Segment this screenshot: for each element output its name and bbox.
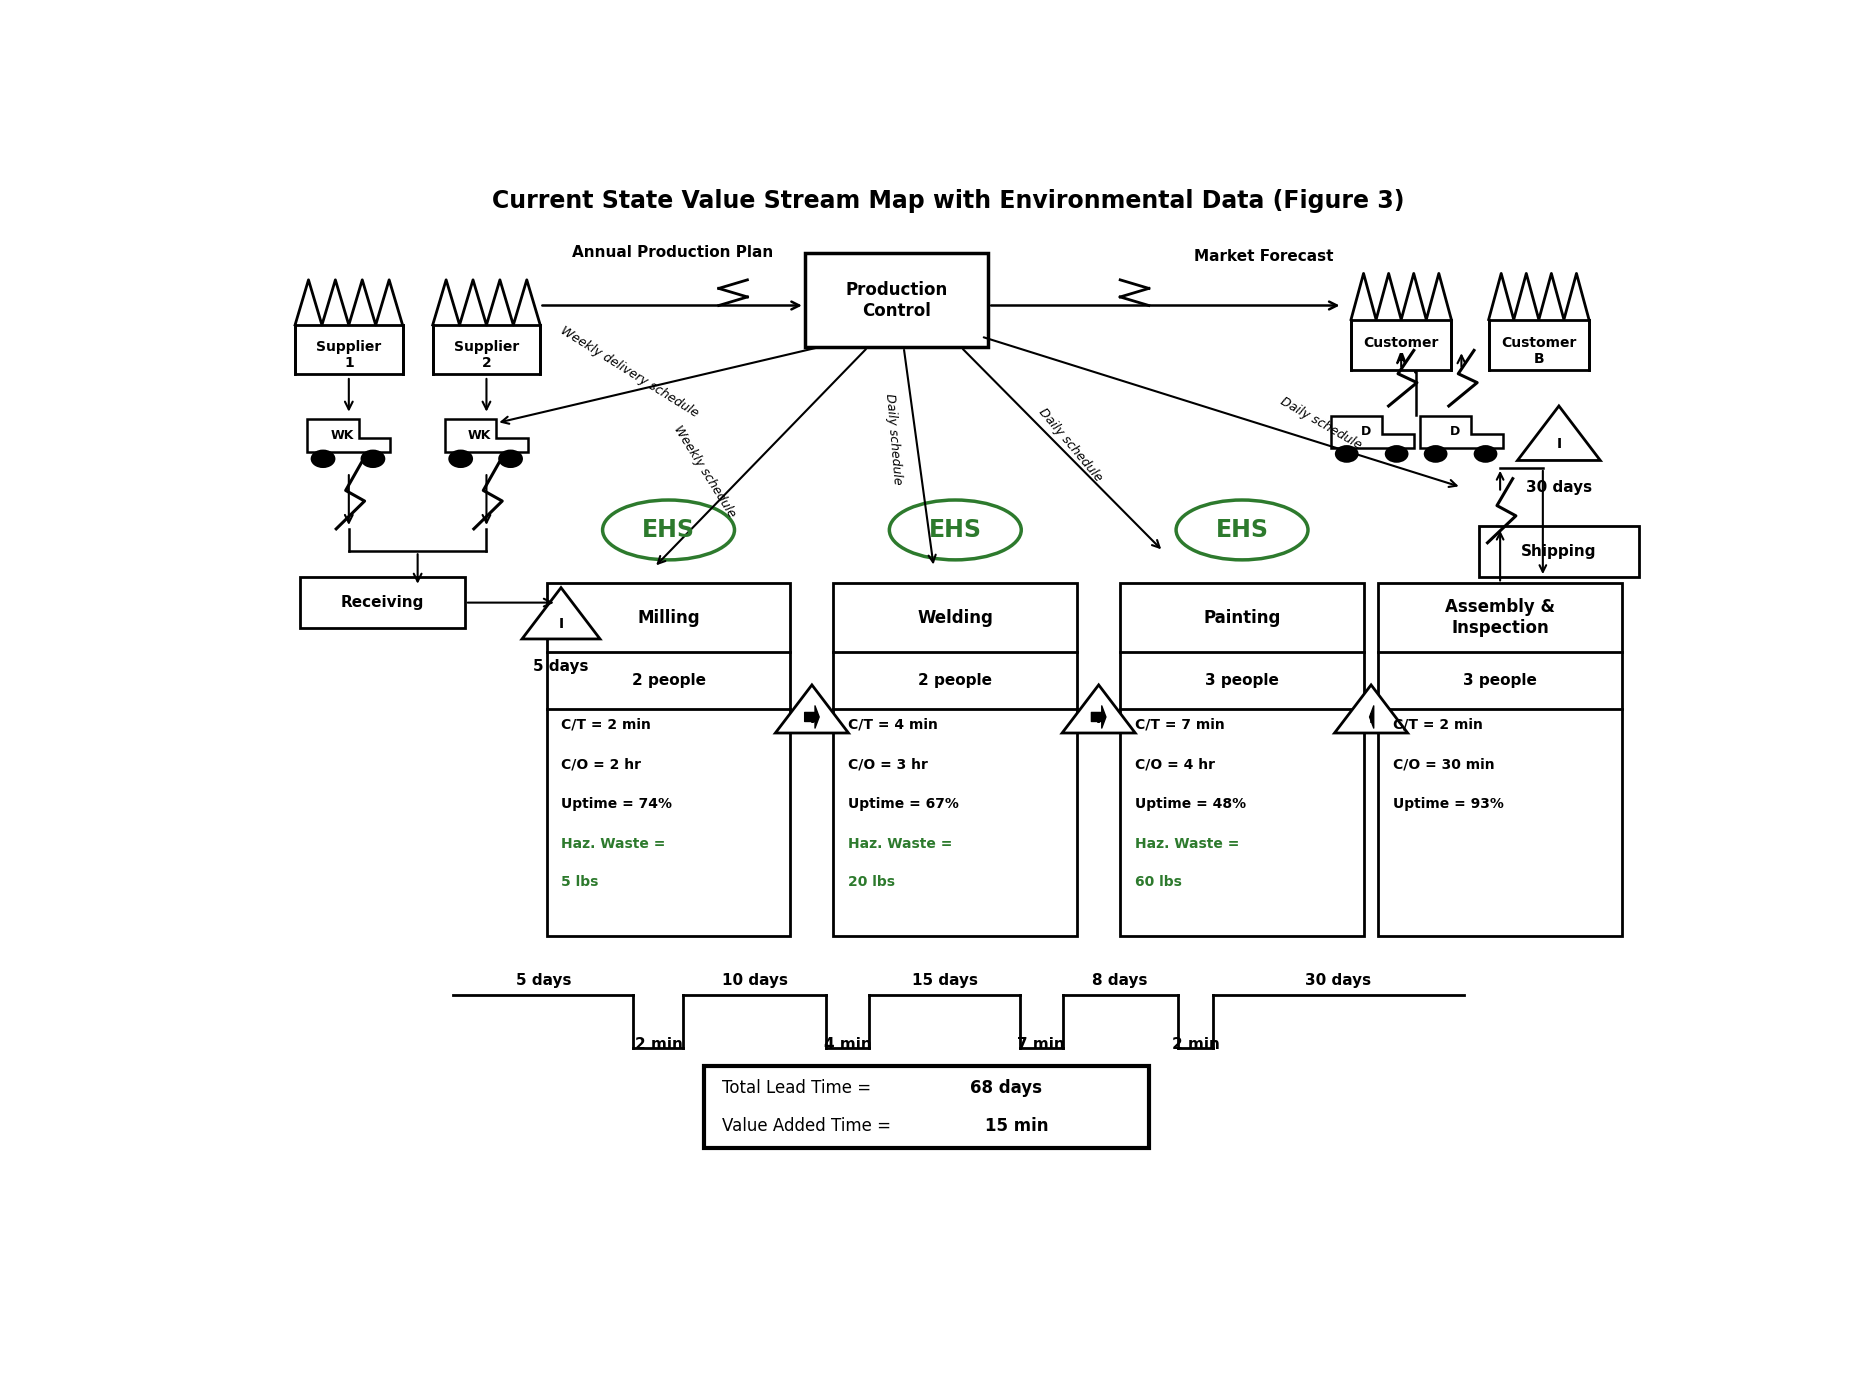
Polygon shape <box>1517 405 1600 461</box>
Circle shape <box>361 450 385 468</box>
Text: 7 min: 7 min <box>1018 1037 1066 1052</box>
Text: Shipping: Shipping <box>1521 544 1597 559</box>
Circle shape <box>1474 446 1497 462</box>
Text: 5 days: 5 days <box>516 973 572 988</box>
Text: Uptime = 67%: Uptime = 67% <box>847 797 958 812</box>
Text: 5 lbs: 5 lbs <box>561 876 598 890</box>
Text: Weekly delivery schedule: Weekly delivery schedule <box>559 323 701 419</box>
Text: 3 people: 3 people <box>1463 673 1537 688</box>
Polygon shape <box>1062 684 1136 733</box>
Text: Welding: Welding <box>918 609 993 627</box>
Polygon shape <box>1478 526 1639 577</box>
Polygon shape <box>294 325 403 373</box>
Text: 2 people: 2 people <box>918 673 992 688</box>
Polygon shape <box>1489 319 1589 369</box>
Text: 20 lbs: 20 lbs <box>847 876 895 890</box>
Polygon shape <box>307 419 390 452</box>
Circle shape <box>448 450 474 468</box>
Text: 30 days: 30 days <box>1304 973 1371 988</box>
Text: Milling: Milling <box>636 609 699 627</box>
Polygon shape <box>548 583 790 936</box>
Text: 2 min: 2 min <box>635 1037 683 1052</box>
Text: C/O = 3 hr: C/O = 3 hr <box>847 758 927 772</box>
Text: C/T = 7 min: C/T = 7 min <box>1134 718 1225 731</box>
Polygon shape <box>300 577 464 629</box>
Polygon shape <box>444 419 527 452</box>
Text: I: I <box>808 712 814 726</box>
Text: C/O = 2 hr: C/O = 2 hr <box>561 758 640 772</box>
Text: Daily schedule: Daily schedule <box>882 393 905 486</box>
Text: Painting: Painting <box>1202 609 1280 627</box>
Text: 68 days: 68 days <box>969 1080 1042 1098</box>
Text: Annual Production Plan: Annual Production Plan <box>572 244 773 260</box>
Text: Uptime = 93%: Uptime = 93% <box>1393 797 1504 812</box>
Text: Daily schedule: Daily schedule <box>1278 394 1363 451</box>
Text: C/O = 30 min: C/O = 30 min <box>1393 758 1495 772</box>
Text: Uptime = 74%: Uptime = 74% <box>561 797 672 812</box>
Text: D: D <box>1362 425 1371 437</box>
Text: 30 days: 30 days <box>1526 480 1593 494</box>
Text: 60 lbs: 60 lbs <box>1134 876 1182 890</box>
Text: 2 min: 2 min <box>1173 1037 1221 1052</box>
Text: C/T = 4 min: C/T = 4 min <box>847 718 938 731</box>
Text: Assembly &
Inspection: Assembly & Inspection <box>1445 598 1556 637</box>
Polygon shape <box>433 325 540 373</box>
Text: WK: WK <box>468 429 492 441</box>
Polygon shape <box>832 583 1077 936</box>
Text: Market Forecast: Market Forecast <box>1193 248 1334 264</box>
Polygon shape <box>1419 415 1502 447</box>
Polygon shape <box>1378 583 1622 936</box>
Text: D: D <box>1450 425 1460 437</box>
Text: I: I <box>1369 712 1375 726</box>
Text: Haz. Waste =: Haz. Waste = <box>1134 837 1240 851</box>
Polygon shape <box>1334 684 1408 733</box>
Text: 10 days: 10 days <box>722 973 788 988</box>
Circle shape <box>1386 446 1408 462</box>
Text: 8 days: 8 days <box>1092 973 1147 988</box>
Text: Production
Control: Production Control <box>845 280 947 319</box>
Text: Supplier
1: Supplier 1 <box>316 340 381 371</box>
Circle shape <box>1336 446 1358 462</box>
Text: Supplier
2: Supplier 2 <box>453 340 520 371</box>
Text: Haz. Waste =: Haz. Waste = <box>847 837 953 851</box>
Text: 2 people: 2 people <box>631 673 705 688</box>
Text: 4 min: 4 min <box>823 1037 871 1052</box>
Text: Customer
B: Customer B <box>1500 336 1576 365</box>
Text: Total Lead Time =: Total Lead Time = <box>722 1080 875 1098</box>
Text: Value Added Time =: Value Added Time = <box>722 1117 895 1135</box>
Polygon shape <box>705 1066 1149 1148</box>
Polygon shape <box>1121 583 1363 936</box>
Text: 3 people: 3 people <box>1204 673 1278 688</box>
Text: EHS: EHS <box>929 518 982 541</box>
Polygon shape <box>1330 415 1413 447</box>
Text: WK: WK <box>331 429 353 441</box>
Text: I: I <box>1556 437 1561 451</box>
Text: Daily schedule: Daily schedule <box>1036 405 1104 483</box>
Text: C/T = 2 min: C/T = 2 min <box>1393 718 1482 731</box>
Text: 5 days: 5 days <box>533 659 588 675</box>
Polygon shape <box>775 684 849 733</box>
Text: Uptime = 48%: Uptime = 48% <box>1134 797 1245 812</box>
Text: C/O = 4 hr: C/O = 4 hr <box>1134 758 1214 772</box>
Text: Current State Value Stream Map with Environmental Data (Figure 3): Current State Value Stream Map with Envi… <box>492 189 1404 212</box>
Text: 15 days: 15 days <box>912 973 979 988</box>
Text: C/T = 2 min: C/T = 2 min <box>561 718 651 731</box>
Circle shape <box>498 450 524 468</box>
Text: EHS: EHS <box>1215 518 1269 541</box>
Text: EHS: EHS <box>642 518 696 541</box>
Text: I: I <box>559 616 564 630</box>
Text: Haz. Waste =: Haz. Waste = <box>561 837 666 851</box>
Text: Receiving: Receiving <box>340 595 424 611</box>
Text: 15 min: 15 min <box>986 1117 1049 1135</box>
Polygon shape <box>522 587 599 638</box>
Text: Weekly schedule: Weekly schedule <box>672 423 738 519</box>
Polygon shape <box>1350 319 1452 369</box>
Circle shape <box>1424 446 1447 462</box>
Polygon shape <box>805 253 988 347</box>
Circle shape <box>311 450 335 468</box>
Text: I: I <box>1095 712 1101 726</box>
Text: Customer
A: Customer A <box>1363 336 1439 365</box>
